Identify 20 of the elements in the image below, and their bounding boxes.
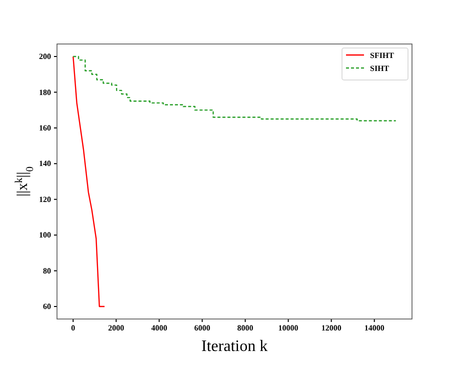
- legend-label: SFIHT: [370, 51, 395, 60]
- y-tick-label: 160: [39, 123, 51, 132]
- x-axis-title: Iteration k: [201, 338, 268, 355]
- x-tick-label: 0: [71, 324, 76, 333]
- y-tick-label: 80: [43, 266, 51, 276]
- y-tick-label: 120: [39, 194, 51, 204]
- x-tick-label: 6000: [194, 324, 210, 333]
- x-tick-label: 12000: [321, 324, 342, 333]
- line-series: [72, 56, 106, 308]
- y-tick-label: 200: [39, 52, 51, 62]
- legend-label: SIHT: [370, 64, 390, 73]
- y-tick-label: 140: [39, 159, 51, 168]
- y-tick-label: 100: [39, 230, 51, 240]
- x-tick-label: 14000: [364, 324, 384, 333]
- x-tick-label: 8000: [237, 324, 254, 333]
- y-tick-label: 60: [43, 302, 51, 312]
- y-tick-label: 180: [39, 88, 51, 97]
- x-tick-label: 2000: [108, 324, 124, 333]
- x-tick-label: 10000: [278, 324, 298, 333]
- x-tick-label: 4000: [151, 324, 168, 333]
